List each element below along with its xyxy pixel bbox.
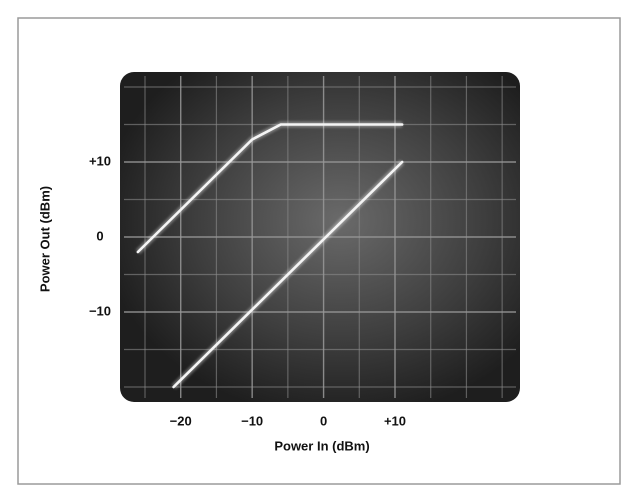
- y-tick-label: +10: [89, 153, 111, 168]
- x-tick-label: 0: [320, 413, 327, 428]
- y-tick-label: 0: [96, 228, 103, 243]
- x-tick-label: −20: [170, 413, 192, 428]
- y-axis-label: Power Out (dBm): [37, 186, 52, 292]
- x-tick-label: −10: [241, 413, 263, 428]
- line: [136, 123, 404, 254]
- x-tick-label: +10: [384, 413, 406, 428]
- x-axis-label: Power In (dBm): [274, 438, 369, 453]
- marks: [135, 121, 405, 390]
- line: [172, 160, 404, 389]
- y-tick-label: −10: [89, 303, 111, 318]
